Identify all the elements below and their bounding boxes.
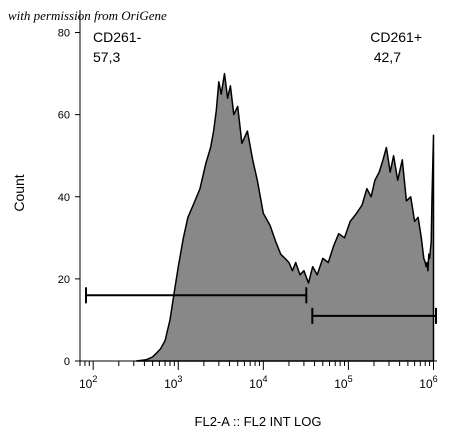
x-axis-ticks: 102 103 104 105 106: [79, 361, 438, 391]
watermark: with permission from OriGene: [8, 8, 167, 23]
x-tick-label: 102: [79, 374, 97, 391]
x-tick-label: 103: [164, 374, 182, 391]
gate-value-positive: 42,7: [374, 49, 401, 65]
y-tick-label: 0: [64, 356, 70, 368]
y-tick-label: 40: [58, 192, 70, 204]
x-tick-label: 104: [249, 374, 267, 391]
gate-value-negative: 57,3: [93, 49, 120, 65]
x-tick-label: 105: [334, 374, 352, 391]
y-tick-label: 80: [58, 28, 70, 40]
gates: [85, 287, 437, 324]
plot-area: [79, 10, 437, 362]
y-axis-label: Count: [11, 174, 27, 211]
y-tick-label: 20: [58, 274, 70, 286]
x-tick-label: 106: [419, 374, 437, 391]
x-axis-label: FL2-A :: FL2 INT LOG: [195, 414, 322, 429]
y-axis-ticks: 0 20 40 60 80: [58, 28, 80, 368]
gate-label-positive: CD261+: [370, 29, 422, 45]
gate-label-negative: CD261-: [93, 29, 142, 45]
histogram-fill: [135, 72, 435, 362]
y-tick-label: 60: [58, 110, 70, 122]
